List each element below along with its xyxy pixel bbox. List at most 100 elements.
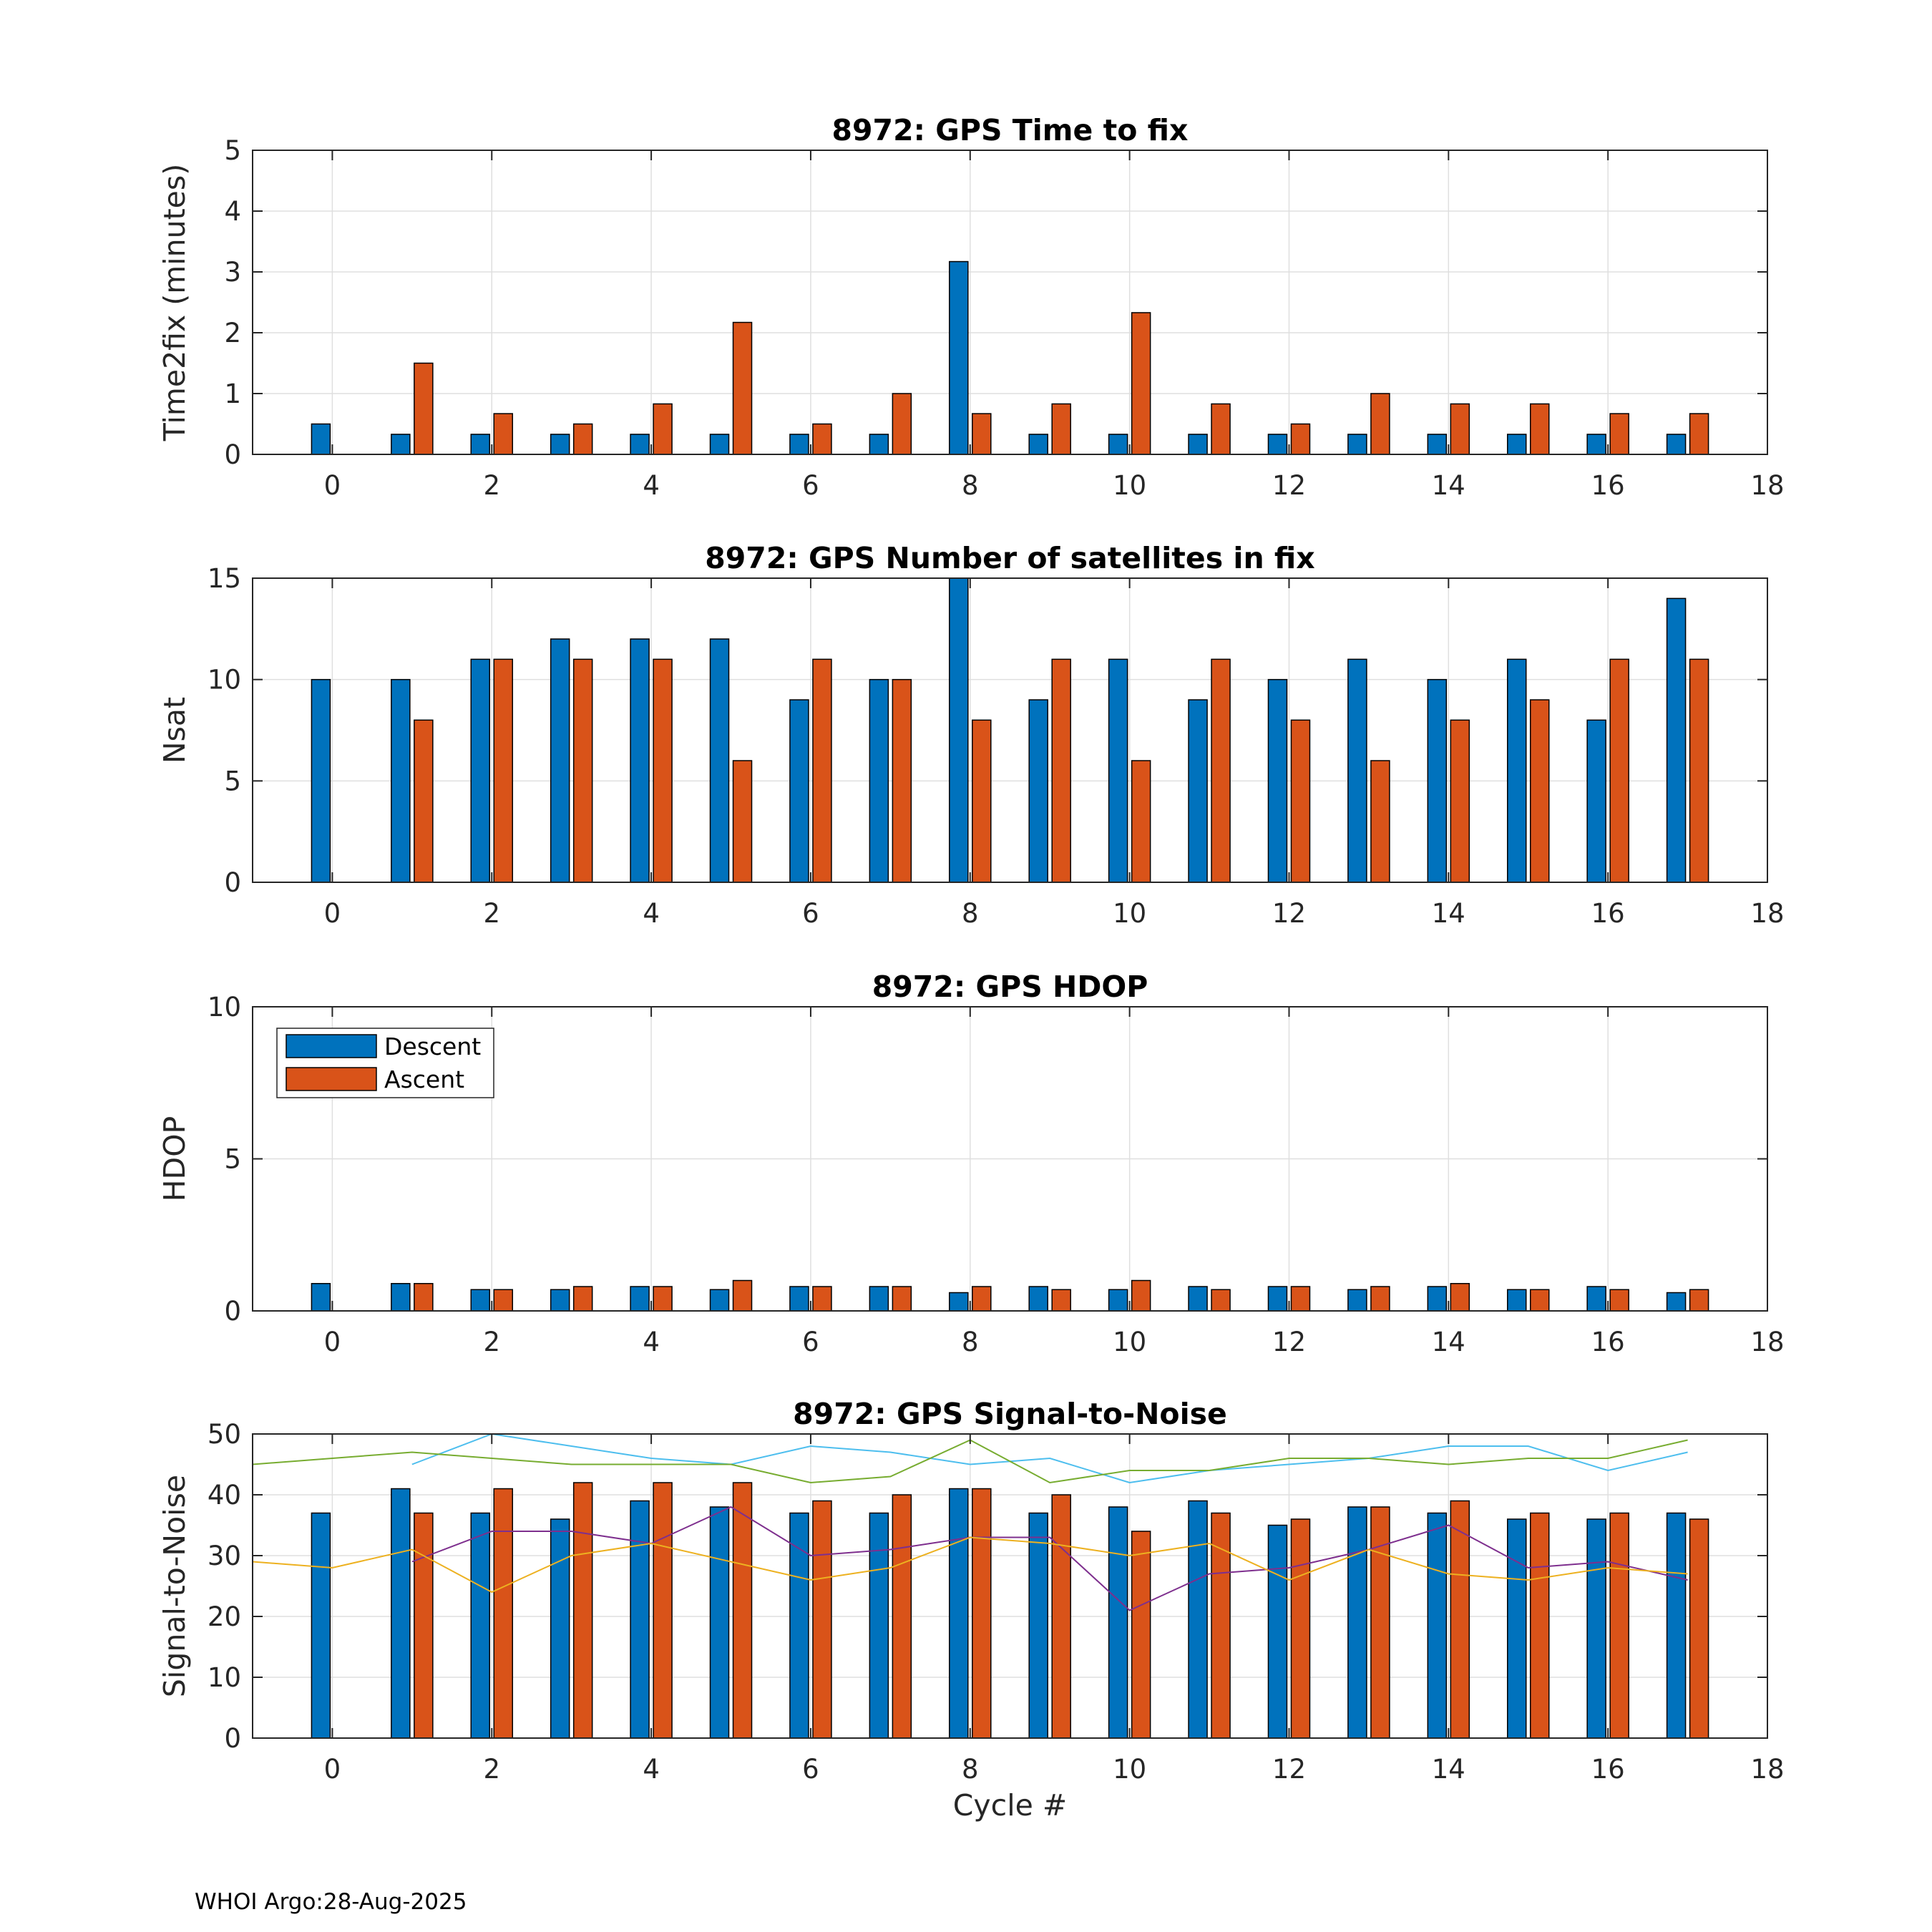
descent-bar xyxy=(709,638,730,883)
y-tick-label: 15 xyxy=(208,563,241,594)
descent-bar xyxy=(1188,1500,1208,1739)
y-tick-label: 50 xyxy=(208,1419,241,1450)
x-tick-label: 14 xyxy=(1432,470,1465,501)
x-tick-label: 18 xyxy=(1750,1327,1784,1357)
descent-bar xyxy=(789,434,809,455)
descent-bar xyxy=(1347,1506,1367,1739)
ascent-bar xyxy=(653,1482,673,1739)
ascent-bar xyxy=(653,1286,673,1312)
x-tick-label: 8 xyxy=(962,898,979,929)
descent-bar xyxy=(391,678,411,883)
descent-bar xyxy=(1188,434,1208,455)
ascent-bar xyxy=(892,678,912,883)
ascent-bar xyxy=(1450,719,1470,883)
x-tick-label: 4 xyxy=(643,898,660,929)
descent-bar xyxy=(1267,434,1288,455)
y-tick-label: 10 xyxy=(208,1662,241,1693)
ascent-bar xyxy=(1609,1289,1629,1312)
descent-bar xyxy=(1108,658,1128,883)
ascent-bar xyxy=(414,362,434,455)
x-tick-label: 12 xyxy=(1272,1754,1306,1785)
footer-text: WHOI Argo:28-Aug-2025 xyxy=(195,1889,467,1915)
y-tick-label: 2 xyxy=(224,318,241,348)
x-tick-label: 18 xyxy=(1750,1754,1784,1785)
x-tick-label: 10 xyxy=(1113,898,1146,929)
ascent-bar xyxy=(1290,1518,1311,1739)
descent-bar xyxy=(1427,678,1448,883)
descent-bar xyxy=(789,1512,809,1739)
descent-bar xyxy=(1028,1286,1048,1312)
descent-bar xyxy=(470,434,491,455)
descent-bar xyxy=(1427,1286,1448,1312)
chart-panel-3: 0 2 4 6 8 10 12 14 16 18 0 5 10 8972: GPS HDOP HDOP Des… xyxy=(157,970,1785,1357)
ascent-bar xyxy=(812,1286,832,1312)
ascent-bar xyxy=(1689,1518,1709,1739)
y-axis-label: HDOP xyxy=(157,1116,192,1201)
descent-bar xyxy=(1666,1512,1687,1739)
descent-bar xyxy=(470,1512,491,1739)
descent-bar xyxy=(1666,434,1687,455)
ascent-bar xyxy=(1370,760,1390,883)
ascent-bar xyxy=(572,423,593,455)
descent-bar xyxy=(1586,1518,1606,1739)
descent-bar xyxy=(1506,658,1527,883)
x-tick-label: 0 xyxy=(324,470,341,501)
ascent-bar xyxy=(1370,393,1390,455)
descent-bar xyxy=(1028,434,1048,455)
ascent-bar xyxy=(1290,1286,1311,1312)
ascent-bar xyxy=(493,1289,514,1312)
ascent-bar xyxy=(414,1283,434,1312)
descent-bar xyxy=(1028,699,1048,883)
ascent-bar xyxy=(1211,1512,1231,1739)
ascent-bar xyxy=(1211,1289,1231,1312)
legend-ascent-swatch xyxy=(286,1067,377,1091)
sn1-line xyxy=(411,1433,1688,1484)
ascent-bar xyxy=(892,393,912,455)
descent-bar xyxy=(1586,434,1606,455)
descent-bar xyxy=(869,678,889,883)
descent-bar xyxy=(1586,719,1606,883)
ascent-bar xyxy=(1609,1512,1629,1739)
ascent-bar xyxy=(1290,719,1311,883)
y-tick-label: 5 xyxy=(224,1144,241,1175)
descent-bar xyxy=(550,638,570,883)
ascent-bar xyxy=(892,1286,912,1312)
descent-bar xyxy=(391,434,411,455)
x-tick-label: 4 xyxy=(643,1327,660,1357)
ascent-bar xyxy=(1290,423,1311,455)
ascent-bar xyxy=(812,1500,832,1739)
x-tick-label: 12 xyxy=(1272,898,1306,929)
descent-bar xyxy=(1267,1524,1288,1739)
ascent-bar xyxy=(572,658,593,883)
chart-title: 8972: GPS Number of satellites in fix xyxy=(705,541,1315,575)
x-tick-label: 18 xyxy=(1750,470,1784,501)
ascent-bar xyxy=(812,658,832,883)
ascent-bar xyxy=(1131,760,1151,883)
ascent-bar xyxy=(972,413,992,455)
ascent-bar xyxy=(1529,403,1550,455)
ascent-bar xyxy=(732,1482,753,1739)
x-tick-label: 18 xyxy=(1750,898,1784,929)
x-tick-label: 2 xyxy=(483,1327,500,1357)
x-tick-label: 6 xyxy=(802,470,819,501)
ascent-bar xyxy=(1131,1531,1151,1739)
descent-bar xyxy=(1267,678,1288,883)
x-tick-label: 8 xyxy=(962,1754,979,1785)
x-tick-label: 10 xyxy=(1113,470,1146,501)
descent-bar xyxy=(789,699,809,883)
sn3-line xyxy=(411,1506,1688,1611)
ascent-bar xyxy=(1689,1289,1709,1312)
x-tick-label: 0 xyxy=(324,1754,341,1785)
sn4-line xyxy=(252,1536,1688,1594)
legend: Descent Ascent xyxy=(276,1028,494,1098)
chart-panel-2: 0 2 4 6 8 10 12 14 16 18 0 5 10 15 8972: GPS Number of… xyxy=(157,541,1785,929)
x-tick-label: 10 xyxy=(1113,1327,1146,1357)
descent-bar xyxy=(470,658,491,883)
y-tick-label: 3 xyxy=(224,257,241,288)
y-tick-label: 0 xyxy=(224,439,241,470)
ascent-bar xyxy=(812,423,832,455)
y-axis-label: Nsat xyxy=(157,697,192,763)
descent-bar xyxy=(391,1488,411,1739)
descent-bar xyxy=(709,1506,730,1739)
descent-bar xyxy=(869,434,889,455)
